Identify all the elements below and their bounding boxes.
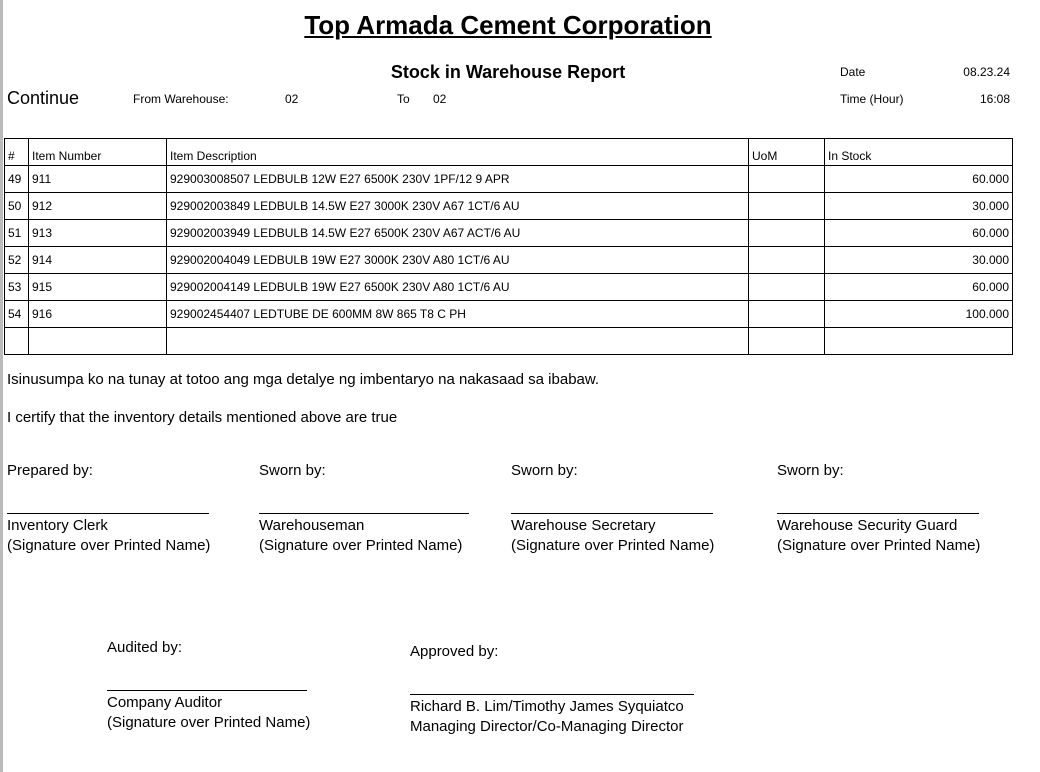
- cell: 912: [28, 192, 167, 220]
- row: 51 913 929002003949 LEDBULB 14.5W E27 6500…: [4, 219, 1013, 247]
- time-label: Time (Hour): [840, 92, 904, 106]
- cell: [748, 300, 825, 328]
- cell: 51: [4, 219, 29, 247]
- cell: [824, 327, 1013, 355]
- cell: 914: [28, 246, 167, 274]
- title: Top Armada Cement Corporation: [304, 10, 712, 40]
- signature-line: [410, 694, 694, 695]
- cell: 53: [4, 273, 29, 301]
- cell: 60.000: [824, 165, 1013, 193]
- column-header: Item Description: [166, 138, 749, 166]
- cell: 915: [28, 273, 167, 301]
- column-header: UoM: [748, 138, 825, 166]
- cell: [4, 327, 29, 355]
- time-value: 16:08: [979, 92, 1010, 106]
- row: 54 916 929002454407 LEDTUBE DE 600MM 8W 86…: [4, 300, 1013, 328]
- header-row: # Item Number Item Description UoM In Stock: [4, 138, 1013, 166]
- cell: [748, 219, 825, 247]
- signature-label: Sworn by:: [511, 462, 578, 479]
- cell: 30.000: [824, 246, 1013, 274]
- stock-table: # Item Number Item Description UoM In Stock 4…: [4, 138, 1013, 355]
- cell: 60.000: [824, 273, 1013, 301]
- cell: [28, 327, 167, 355]
- signature-note: (Signature over Printed Name): [511, 537, 715, 554]
- cell: 929002004049 LEDBULB 19W E27 3000K 230V …: [166, 246, 749, 274]
- cell: [748, 273, 825, 301]
- signature-label: Approved by:: [410, 643, 499, 660]
- signature-role: Warehouse Security Guard: [777, 517, 958, 534]
- to-value: 02: [433, 92, 447, 106]
- signature-role: Warehouse Secretary: [511, 517, 656, 534]
- cell: 52: [4, 246, 29, 274]
- row: 50 912 929002003849 LEDBULB 14.5W E27 3000…: [4, 192, 1013, 220]
- statement: Isinusumpa ko na tunay at totoo ang mga …: [7, 371, 600, 388]
- column-header: In Stock: [824, 138, 1013, 166]
- cell: 929003008507 LEDBULB 12W E27 6500K 230V …: [166, 165, 749, 193]
- signature-label: Sworn by:: [259, 462, 326, 479]
- continue: Continue: [7, 88, 80, 108]
- cell: 49: [4, 165, 29, 193]
- empty-row: [4, 327, 1013, 355]
- signature-label: Prepared by:: [7, 462, 93, 479]
- statement: I certify that the inventory details men…: [7, 409, 398, 426]
- signature-line: [511, 513, 713, 514]
- cell: 50: [4, 192, 29, 220]
- row: 52 914 929002004049 LEDBULB 19W E27 3000K …: [4, 246, 1013, 274]
- row: 53 915 929002004149 LEDBULB 19W E27 6500K …: [4, 273, 1013, 301]
- signature-line: [259, 513, 469, 514]
- cell: 54: [4, 300, 29, 328]
- signature-note: (Signature over Printed Name): [777, 537, 981, 554]
- edge: [0, 0, 3, 772]
- cell: 929002003849 LEDBULB 14.5W E27 3000K 230…: [166, 192, 749, 220]
- column-header: Item Number: [28, 138, 167, 166]
- signature-line: [107, 690, 307, 691]
- to-label: To: [397, 92, 410, 106]
- cell: 100.000: [824, 300, 1013, 328]
- signature-note: (Signature over Printed Name): [259, 537, 463, 554]
- signature-role: Company Auditor: [107, 694, 223, 711]
- subtitle: Stock in Warehouse Report: [390, 62, 626, 82]
- signature-note: (Signature over Printed Name): [7, 537, 211, 554]
- signature-note: (Signature over Printed Name): [107, 714, 311, 731]
- from-value: 02: [285, 92, 299, 106]
- signature-label: Audited by:: [107, 639, 183, 656]
- signature-line: [7, 513, 209, 514]
- cell: [748, 192, 825, 220]
- signature-label: Sworn by:: [777, 462, 844, 479]
- cell: 929002003949 LEDBULB 14.5W E27 6500K 230…: [166, 219, 749, 247]
- cell: 929002454407 LEDTUBE DE 600MM 8W 865 T8 …: [166, 300, 749, 328]
- cell: [748, 327, 825, 355]
- signature-role: Richard B. Lim/Timothy James Syquiatco: [410, 698, 684, 715]
- cell: 60.000: [824, 219, 1013, 247]
- cell: 30.000: [824, 192, 1013, 220]
- row: 49 911 929003008507 LEDBULB 12W E27 6500K …: [4, 165, 1013, 193]
- column-header: #: [4, 138, 29, 166]
- signature-note: Managing Director/Co-Managing Director: [410, 718, 684, 735]
- cell: 916: [28, 300, 167, 328]
- signature-role: Inventory Clerk: [7, 517, 108, 534]
- signature-role: Warehouseman: [259, 517, 365, 534]
- cell: 929002004149 LEDBULB 19W E27 6500K 230V …: [166, 273, 749, 301]
- from-label: From Warehouse:: [133, 92, 229, 106]
- date-label: Date: [840, 65, 866, 79]
- cell: [748, 246, 825, 274]
- cell: 913: [28, 219, 167, 247]
- cell: [166, 327, 749, 355]
- cell: [748, 165, 825, 193]
- date-value: 08.23.24: [963, 65, 1010, 79]
- cell: 911: [28, 165, 167, 193]
- signature-line: [777, 513, 979, 514]
